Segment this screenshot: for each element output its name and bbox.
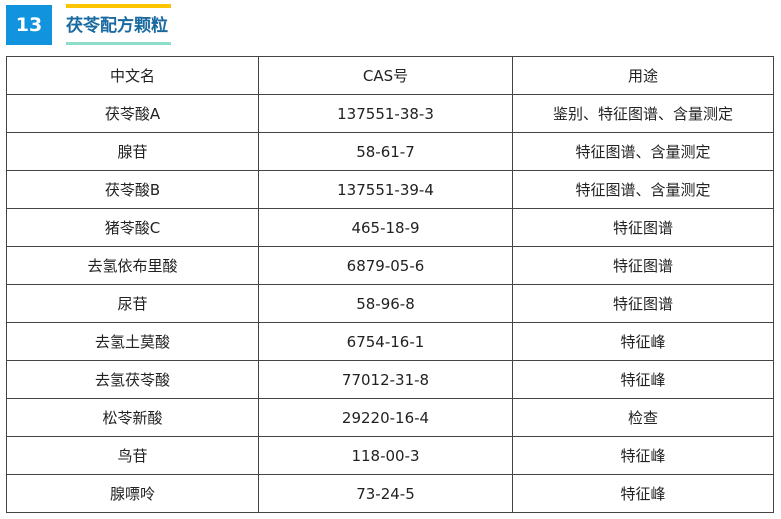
cas-number-cell: 6879-05-6 [258,246,513,285]
table-row: 去氢依布里酸 6879-05-6 特征图谱 [6,246,774,285]
compound-name-cell: 去氢依布里酸 [6,246,259,285]
column-header: 用途 [512,56,774,95]
usage-cell: 特征峰 [512,474,774,513]
compound-name-cell: 尿苷 [6,284,259,323]
cas-number-cell: 58-96-8 [258,284,513,323]
cas-number-cell: 118-00-3 [258,436,513,475]
table-row: 去氢土莫酸 6754-16-1 特征峰 [6,322,774,361]
cas-number-cell: 58-61-7 [258,132,513,171]
compound-name-cell: 茯苓酸A [6,94,259,133]
cas-number-cell: 29220-16-4 [258,398,513,437]
compound-name-cell: 松苓新酸 [6,398,259,437]
table-row: 茯苓酸A 137551-38-3 鉴别、特征图谱、含量测定 [6,94,774,133]
usage-cell: 检查 [512,398,774,437]
cas-number-cell: 77012-31-8 [258,360,513,399]
cas-number-cell: 6754-16-1 [258,322,513,361]
usage-cell: 特征图谱 [512,208,774,247]
compound-name-cell: 猪苓酸C [6,208,259,247]
cas-number-cell: 465-18-9 [258,208,513,247]
section-number-badge: 13 [6,5,52,45]
section-title: 茯苓配方颗粒 [66,16,168,36]
table-row: 腺苷 58-61-7 特征图谱、含量测定 [6,132,774,171]
title-top-bar [66,4,171,8]
compound-name-cell: 鸟苷 [6,436,259,475]
usage-cell: 特征图谱 [512,246,774,285]
table-row: 松苓新酸 29220-16-4 检查 [6,398,774,437]
usage-cell: 特征图谱、含量测定 [512,170,774,209]
usage-cell: 特征峰 [512,322,774,361]
usage-cell: 特征峰 [512,436,774,475]
usage-cell: 鉴别、特征图谱、含量测定 [512,94,774,133]
usage-cell: 特征图谱 [512,284,774,323]
table-row: 鸟苷 118-00-3 特征峰 [6,436,774,475]
cas-number-cell: 137551-38-3 [258,94,513,133]
table-header-row: 中文名 CAS号 用途 [6,56,774,95]
compound-name-cell: 腺嘌呤 [6,474,259,513]
table-row: 去氢茯苓酸 77012-31-8 特征峰 [6,360,774,399]
compound-name-cell: 去氢茯苓酸 [6,360,259,399]
column-header: 中文名 [6,56,259,95]
cas-number-cell: 73-24-5 [258,474,513,513]
compound-name-cell: 去氢土莫酸 [6,322,259,361]
column-header: CAS号 [258,56,513,95]
cas-number-cell: 137551-39-4 [258,170,513,209]
compound-name-cell: 茯苓酸B [6,170,259,209]
table-row: 茯苓酸B 137551-39-4 特征图谱、含量测定 [6,170,774,209]
compound-name-cell: 腺苷 [6,132,259,171]
table-row: 猪苓酸C 465-18-9 特征图谱 [6,208,774,247]
table-row: 尿苷 58-96-8 特征图谱 [6,284,774,323]
title-underline-bar [66,42,171,45]
usage-cell: 特征峰 [512,360,774,399]
usage-cell: 特征图谱、含量测定 [512,132,774,171]
table-row: 腺嘌呤 73-24-5 特征峰 [6,474,774,513]
compound-table: 中文名 CAS号 用途 茯苓酸A 137551-38-3 鉴别、特征图谱、含量测定腺… [6,56,774,513]
